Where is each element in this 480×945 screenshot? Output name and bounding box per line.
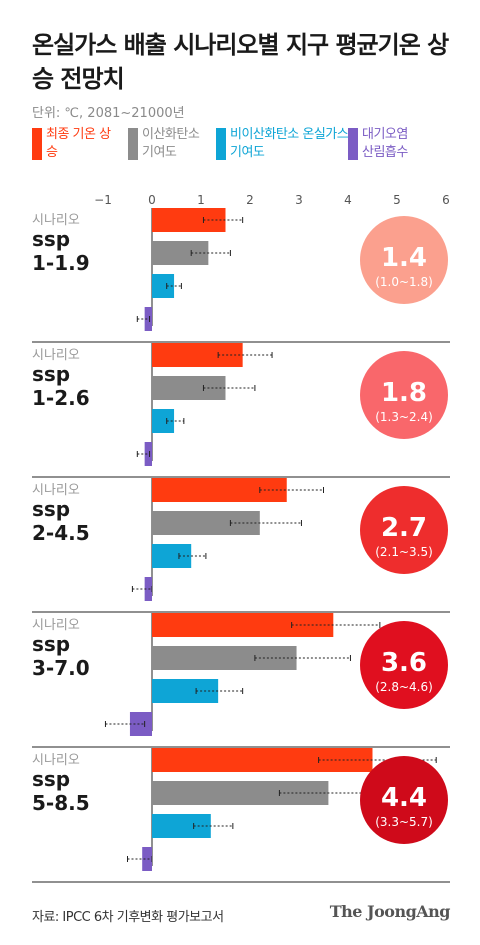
scenario-name: ssp bbox=[32, 767, 70, 791]
bar bbox=[152, 478, 287, 502]
scenario-caption: 시나리오 bbox=[32, 753, 80, 768]
scenario-caption: 시나리오 bbox=[32, 483, 80, 498]
badge-value: 1.4 bbox=[381, 243, 427, 273]
footer-source: 자료: IPCC 6차 기후변화 평가보고서 bbox=[32, 910, 224, 925]
x-tick-label: 3 bbox=[295, 193, 303, 207]
scenario-caption: 시나리오 bbox=[32, 618, 80, 633]
badge-range: (3.3~5.7) bbox=[375, 815, 433, 829]
bar bbox=[152, 376, 226, 400]
badge-range: (2.1~3.5) bbox=[375, 545, 433, 559]
scenario-badge bbox=[360, 486, 448, 574]
scenario-code: 3-7.0 bbox=[32, 656, 90, 680]
bar bbox=[144, 442, 152, 466]
bar bbox=[152, 613, 334, 637]
bar bbox=[152, 511, 260, 535]
legend-swatch-non-co2 bbox=[216, 128, 226, 160]
bar bbox=[152, 208, 226, 232]
badge-range: (1.3~2.4) bbox=[375, 410, 433, 424]
x-tick-label: 4 bbox=[344, 193, 352, 207]
badge-range: (1.0~1.8) bbox=[375, 275, 433, 289]
x-tick-label: 2 bbox=[246, 193, 254, 207]
scenario-name: ssp bbox=[32, 227, 70, 251]
scenario-code: 1-2.6 bbox=[32, 386, 90, 410]
legend-label-final-temp: 최종 기온 상승 bbox=[46, 127, 111, 160]
bar bbox=[152, 241, 209, 265]
legend-label-aerosol: 대기오염 산림흡수 bbox=[362, 127, 408, 160]
scenario-code: 2-4.5 bbox=[32, 521, 90, 545]
page-title: 온실가스 배출 시나리오별 지구 평균기온 상승 전망치 bbox=[32, 31, 449, 93]
legend-label-co2: 이산화탄소 기여도 bbox=[142, 127, 200, 160]
bar bbox=[152, 343, 243, 367]
x-tick-label: 6 bbox=[442, 193, 450, 207]
bar bbox=[152, 679, 219, 703]
scenario-badge bbox=[360, 351, 448, 439]
badge-value: 2.7 bbox=[381, 513, 427, 543]
scenario-badge bbox=[360, 216, 448, 304]
bar bbox=[152, 409, 175, 433]
bar bbox=[152, 274, 175, 298]
scenario-code: 5-8.5 bbox=[32, 791, 90, 815]
brand-logo: The JoongAng bbox=[329, 902, 451, 921]
badge-value: 1.8 bbox=[381, 378, 427, 408]
scenario-badge bbox=[360, 756, 448, 844]
legend-swatch-aerosol bbox=[348, 128, 358, 160]
unit-note: 단위: ℃, 2081~21000년 bbox=[32, 106, 185, 121]
scenario-name: ssp bbox=[32, 497, 70, 521]
scenario-badge bbox=[360, 621, 448, 709]
bar bbox=[152, 646, 297, 670]
bar bbox=[152, 814, 211, 838]
scenario-name: ssp bbox=[32, 632, 70, 656]
legend-swatch-final-temp bbox=[32, 128, 42, 160]
bar bbox=[152, 544, 192, 568]
legend-label-non-co2: 비이산화탄소 온실가스 기여도 bbox=[230, 127, 349, 160]
bar bbox=[144, 577, 152, 601]
scenario-name: ssp bbox=[32, 362, 70, 386]
badge-value: 4.4 bbox=[381, 783, 427, 813]
bar bbox=[129, 712, 152, 736]
legend-swatch-co2 bbox=[128, 128, 138, 160]
x-tick-label: 0 bbox=[148, 193, 156, 207]
scenario-code: 1-1.9 bbox=[32, 251, 90, 275]
badge-value: 3.6 bbox=[381, 648, 427, 678]
bar bbox=[144, 307, 152, 331]
x-tick-label: −1 bbox=[94, 193, 112, 207]
x-tick-label: 1 bbox=[197, 193, 205, 207]
badge-range: (2.8~4.6) bbox=[375, 680, 433, 694]
bar bbox=[142, 847, 152, 871]
bar bbox=[152, 781, 329, 805]
x-tick-label: 5 bbox=[393, 193, 401, 207]
scenario-caption: 시나리오 bbox=[32, 213, 80, 228]
scenario-caption: 시나리오 bbox=[32, 348, 80, 363]
